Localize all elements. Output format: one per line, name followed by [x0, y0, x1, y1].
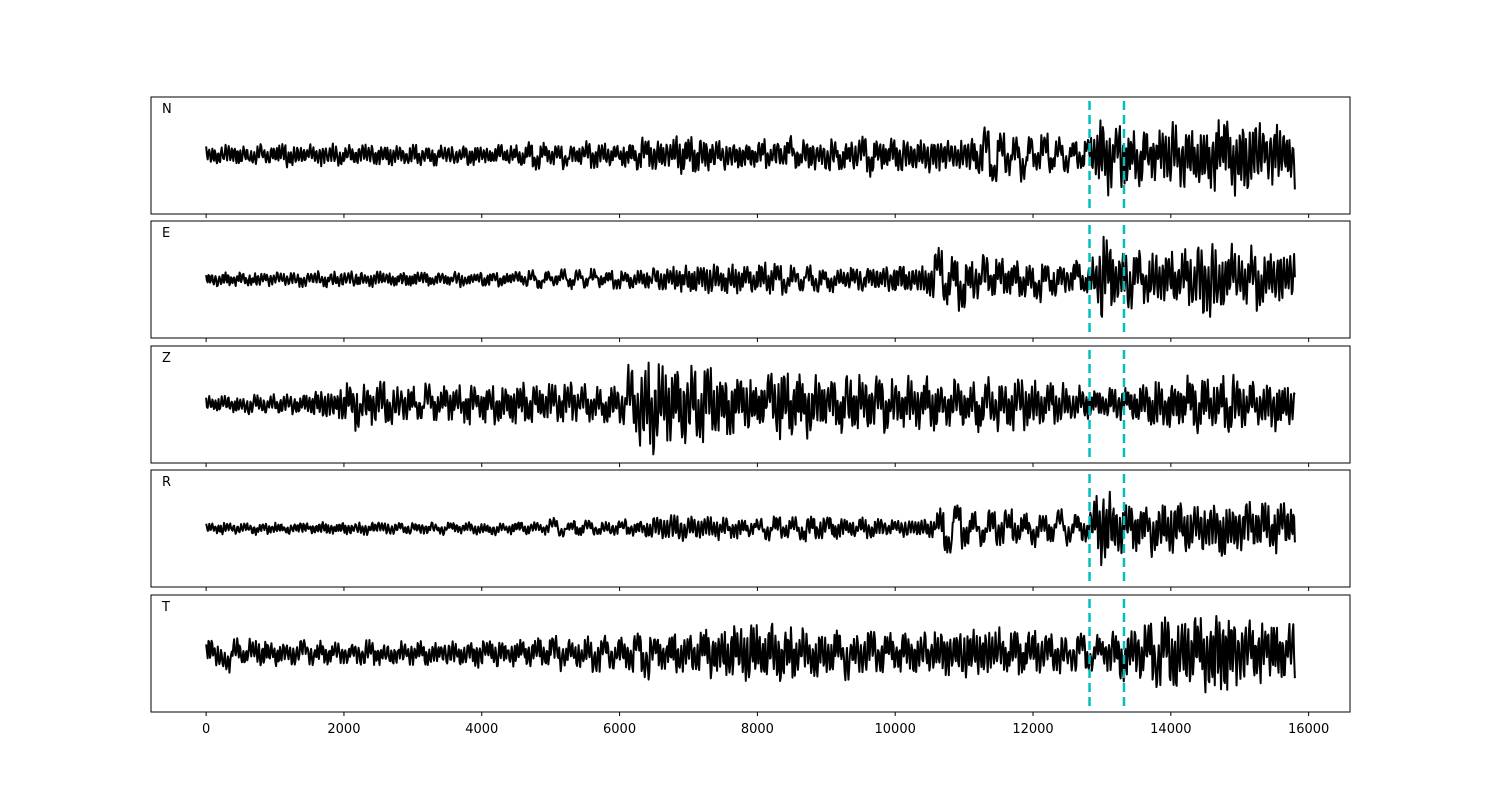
panel-label: T [161, 600, 170, 615]
panel-frame [150, 594, 1351, 713]
panel-frame [150, 96, 1351, 215]
trace-line-e [205, 235, 1296, 318]
panel-frame [150, 220, 1351, 339]
panel-label: R [162, 475, 171, 490]
x-tick-label: 2000 [327, 722, 360, 737]
panel-label: N [162, 102, 172, 117]
x-axis: 0 2000 4000 6000 8000 10000 12000 14000 16000 [202, 722, 1329, 737]
x-tick-label: 16000 [1288, 722, 1329, 737]
x-tick-label: 4000 [465, 722, 498, 737]
x-tick-label: 8000 [741, 722, 774, 737]
panel-z: Z [150, 345, 1351, 467]
panel-frame [150, 469, 1351, 588]
trace-line-n [205, 119, 1296, 197]
panel-frame [150, 345, 1351, 464]
panel-e: E [150, 220, 1351, 342]
panel-label: Z [162, 351, 171, 366]
trace-line-z [205, 361, 1296, 456]
x-tick-label: 14000 [1150, 722, 1191, 737]
panel-label: E [162, 226, 170, 241]
trace-panels: N E Z R T [150, 96, 1351, 716]
trace-line-t [205, 614, 1296, 694]
panel-t: T [150, 594, 1351, 716]
panel-r: R [150, 469, 1351, 591]
x-tick-label: 0 [202, 722, 210, 737]
x-tick-label: 12000 [1012, 722, 1053, 737]
panel-n: N [150, 96, 1351, 218]
x-tick-label: 6000 [603, 722, 636, 737]
trace-line-r [205, 490, 1296, 567]
x-tick-label: 10000 [875, 722, 916, 737]
